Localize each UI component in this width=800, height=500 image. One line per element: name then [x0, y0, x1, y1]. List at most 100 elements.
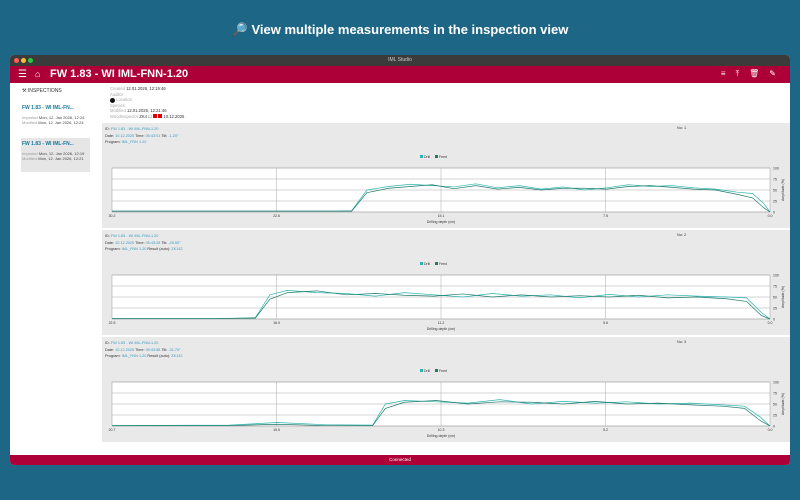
status-bar: Connected — [10, 455, 790, 465]
y-tick-label: 100 — [773, 273, 779, 277]
copy-icon[interactable]: ☐ — [148, 113, 152, 119]
label: WoodInspector — [110, 113, 139, 119]
inspection-item[interactable]: FW 1.83 - WI IML-FN... Imported Mon, 12.… — [21, 102, 90, 128]
x-tick-label: 30.2 — [109, 214, 116, 218]
legend-drill-swatch — [420, 262, 423, 265]
close-window-button[interactable] — [14, 58, 19, 63]
y-axis-label: Amplitude (%) — [781, 179, 785, 201]
y-tick-label: 50 — [773, 402, 777, 406]
series-line-drill — [112, 183, 771, 213]
location-icon[interactable] — [110, 97, 115, 103]
minimize-window-button[interactable] — [21, 58, 26, 63]
y-axis-label: Amplitude (%) — [781, 286, 785, 308]
label: Imported — [22, 151, 38, 156]
id-value: FW 1.83 - WI IML-FNN-1.20 — [110, 127, 159, 131]
measurement-meta: ID: FW 1.83 - WI IML-FNN-1.20 Date: 10.1… — [105, 234, 183, 251]
x-axis-label: Drilling depth (cm) — [427, 220, 455, 224]
result-value: ZK142 — [171, 247, 183, 251]
maximize-window-button[interactable] — [28, 58, 33, 63]
x-axis-label: Drilling depth (cm) — [427, 327, 455, 331]
x-tick-label: 15.5 — [273, 428, 280, 432]
series-line-feed — [112, 290, 771, 320]
legend-drill: Drill — [424, 262, 430, 266]
x-axis-label: Drilling depth (cm) — [427, 434, 455, 438]
inspections-heading: ⚒ INSPECTIONS — [22, 88, 100, 94]
y-tick-label: 25 — [773, 306, 777, 310]
y-tick-label: 75 — [773, 177, 777, 181]
sort-icon[interactable]: ≡ — [720, 69, 726, 78]
amplitude-chart: 100 75 50 25 0 30.2 22.6 15.1 7.5 0.0 Drilling dep… — [109, 155, 785, 224]
legend-feed-swatch — [435, 369, 438, 372]
x-tick-label: 22.6 — [273, 214, 280, 218]
legend-feed-swatch — [435, 155, 438, 158]
y-tick-label: 0 — [773, 424, 775, 428]
y-tick-label: 50 — [773, 188, 777, 192]
time-value: 05:43:58 — [145, 347, 161, 352]
legend-feed: Feed — [439, 369, 447, 373]
tilt-value: -26.50° — [168, 240, 181, 245]
amplitude-chart: 100 75 50 25 0 22.5 16.9 11.2 5.6 0.0 Drilling dep… — [109, 262, 785, 331]
label: Created — [110, 86, 125, 91]
item-name: FW 1.83 - WI IML-FN... — [22, 141, 74, 147]
legend-feed: Feed — [439, 155, 447, 159]
y-tick-label: 75 — [773, 284, 777, 288]
id-value: FW 1.83 - WI IML-FNN-1.20 — [110, 234, 159, 238]
page-title: FW 1.83 - WI IML-FNN-1.20 — [50, 68, 189, 80]
legend-feed-swatch — [435, 262, 438, 265]
measurement-meta: ID: FW 1.83 - WI IML-FNN-1.20 Date: 10.1… — [105, 127, 179, 144]
x-tick-label: 5.2 — [603, 428, 608, 432]
y-tick-label: 75 — [773, 391, 777, 395]
label: Modified — [22, 156, 38, 161]
drill-icon: ⚒ — [22, 88, 27, 94]
measurement-number: No: 2 — [677, 233, 687, 237]
series-line-drill — [112, 290, 771, 320]
x-tick-label: 5.6 — [603, 321, 608, 325]
modified-value: 12.01.2026, 12:21:46 — [127, 108, 167, 114]
species-label: Species — [110, 102, 125, 108]
x-tick-label: 20.7 — [109, 428, 116, 432]
x-tick-label: 11.2 — [438, 321, 445, 325]
y-tick-label: 25 — [773, 199, 777, 203]
sidebar: ⚒ INSPECTIONS FW 1.83 - WI IML-FN... Imp… — [10, 83, 100, 453]
x-tick-label: 0.0 — [768, 321, 773, 325]
legend-drill: Drill — [424, 369, 430, 373]
legend-drill-swatch — [420, 155, 423, 158]
measurement-number: No: 1 — [677, 126, 687, 130]
location-label: Location — [116, 97, 133, 103]
tilt-value: -1.20° — [168, 133, 179, 138]
status-square-icon — [158, 113, 163, 118]
y-tick-label: 0 — [773, 210, 775, 214]
legend-drill-swatch — [420, 369, 423, 372]
legend-drill: Drill — [424, 155, 430, 159]
y-tick-label: 50 — [773, 295, 777, 299]
wi-date: 10.12.2025 — [163, 113, 185, 119]
measurement-panel: ID: FW 1.83 - WI IML-FNN-1.20 Date: 10.1… — [102, 123, 790, 228]
x-tick-label: 0.0 — [768, 428, 773, 432]
edit-icon[interactable]: ✎ — [769, 69, 776, 78]
program-value: IML_FNN 1.20 — [121, 354, 147, 358]
menu-icon[interactable]: ☰ — [18, 69, 27, 80]
upload-icon[interactable]: ⤒ — [735, 69, 740, 78]
window-title: IML Studio — [388, 57, 412, 63]
headline: 🔎 View multiple measurements in the insp… — [231, 22, 569, 37]
tilt-value: -31.70° — [168, 347, 181, 352]
modified-date: Mon, 12. Jan 2026, 12:21 — [38, 156, 84, 161]
y-tick-label: 0 — [773, 317, 775, 321]
program-value: IML_FNN 1.20 — [121, 247, 147, 251]
y-axis-label: Amplitude (%) — [781, 393, 785, 415]
home-icon[interactable]: ⌂ — [35, 69, 41, 79]
amplitude-chart: 100 75 50 25 0 20.7 15.5 10.3 5.2 0.0 Drilling dep… — [109, 369, 785, 438]
y-tick-label: 25 — [773, 413, 777, 417]
legend-feed: Feed — [439, 262, 447, 266]
heading-label: INSPECTIONS — [27, 88, 62, 94]
x-tick-label: 15.1 — [438, 214, 445, 218]
program-value: IML_FNN 1.20 — [121, 140, 147, 144]
modified-date: Mon, 12. Jan 2026, 12:24 — [38, 120, 84, 125]
label: Modified — [22, 120, 38, 125]
x-tick-label: 22.5 — [109, 321, 116, 325]
inspection-item-selected[interactable]: FW 1.83 - WI IML-FN... Imported Mon, 12.… — [21, 138, 90, 172]
trash-icon[interactable]: 🗑 — [749, 69, 760, 78]
x-tick-label: 0.0 — [768, 214, 773, 218]
label: Imported — [22, 115, 38, 120]
y-tick-label: 100 — [773, 380, 779, 384]
